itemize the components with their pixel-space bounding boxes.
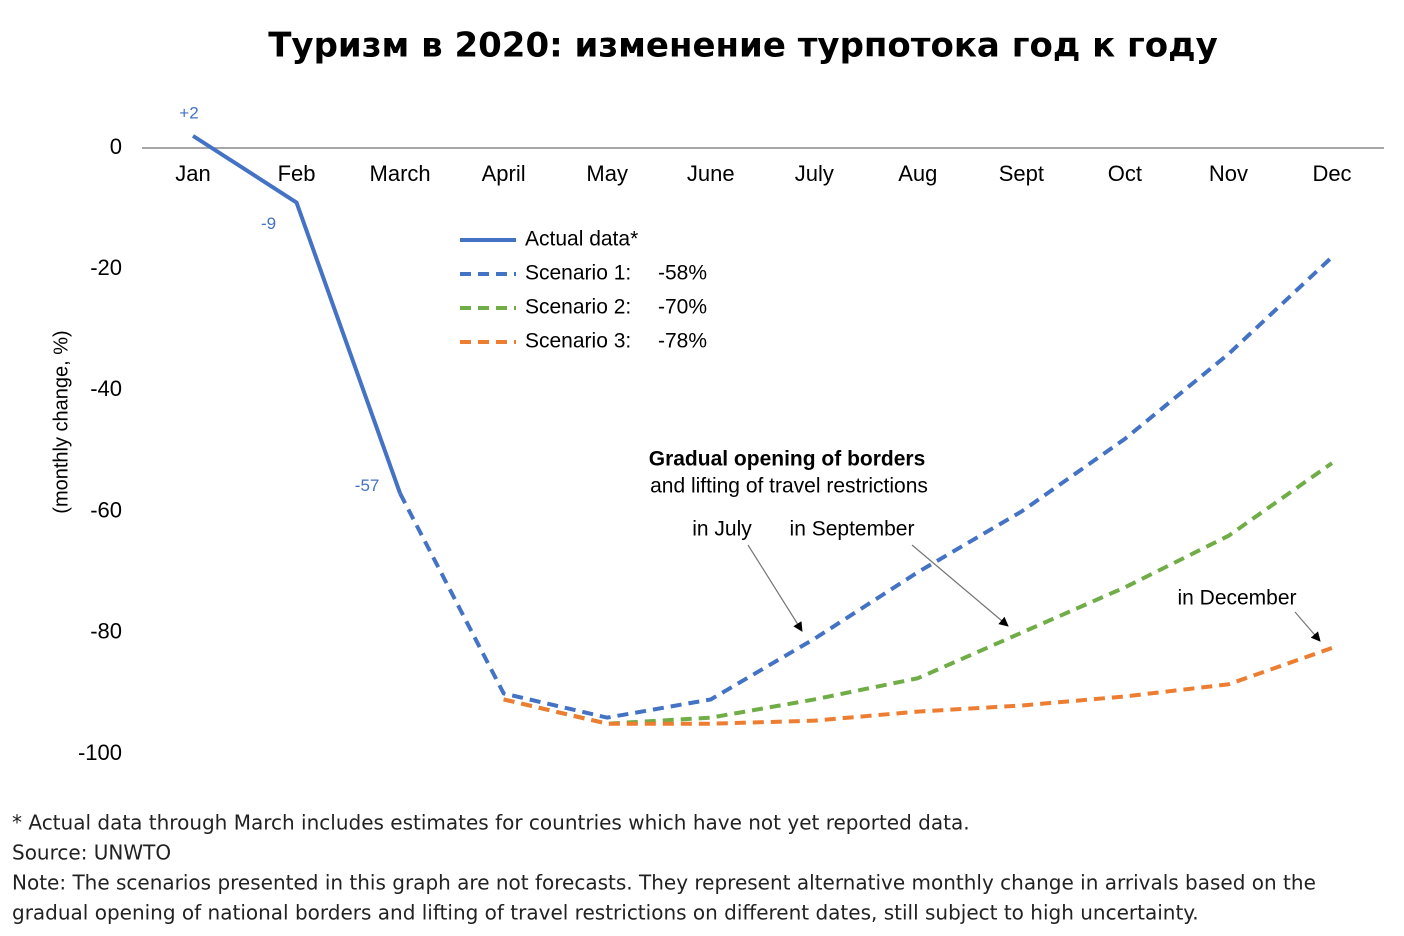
x-tick-label: March — [370, 161, 431, 186]
x-tick-label: June — [687, 161, 735, 186]
footnote: Source: UNWTO — [12, 841, 171, 865]
y-axis-label: (monthly change, %) — [50, 330, 72, 513]
legend-value: -58% — [658, 262, 707, 285]
footnote: Note: The scenarios presented in this gr… — [12, 871, 1316, 895]
annotation: in July — [692, 518, 752, 541]
legend-value: -78% — [658, 330, 707, 353]
y-tick-label: 0 — [110, 134, 122, 159]
x-tick-label: July — [795, 161, 834, 186]
x-tick-label: Oct — [1108, 161, 1142, 186]
x-tick-label: Jan — [175, 161, 210, 186]
x-tick-label: April — [482, 161, 526, 186]
x-tick-label: Dec — [1312, 161, 1351, 186]
x-tick-label: Feb — [278, 161, 316, 186]
annotation: and lifting of travel restrictions — [650, 475, 928, 498]
arrow — [911, 544, 1009, 627]
footnote: * Actual data through March includes est… — [12, 811, 970, 835]
chart-title: Туризм в 2020: изменение турпотока год к… — [268, 26, 1218, 66]
y-tick-label: -40 — [90, 376, 122, 401]
legend-label: Scenario 3: — [525, 330, 631, 353]
series-line — [398, 255, 1334, 720]
annotation: in September — [790, 518, 915, 541]
arrow — [1294, 611, 1321, 642]
series-line — [191, 134, 402, 495]
series-line — [503, 461, 1334, 726]
y-tick-label: -80 — [90, 619, 122, 644]
annotation: in December — [1177, 587, 1296, 610]
series-line — [503, 646, 1333, 726]
data-label: +2 — [179, 103, 198, 122]
y-tick-label: -100 — [78, 740, 122, 765]
legend-value: -70% — [658, 296, 707, 319]
y-tick-label: -60 — [90, 497, 122, 522]
legend-label: Scenario 1: — [525, 262, 631, 285]
footnote: gradual opening of national borders and … — [12, 901, 1199, 925]
x-tick-label: Sept — [999, 161, 1044, 186]
data-label: -57 — [355, 476, 380, 495]
data-label: -9 — [261, 214, 276, 233]
legend-label: Scenario 2: — [525, 296, 631, 319]
x-tick-label: Aug — [898, 161, 937, 186]
x-tick-label: May — [586, 161, 628, 186]
legend-label: Actual data* — [525, 228, 638, 251]
arrow — [747, 544, 803, 632]
x-tick-label: Nov — [1209, 161, 1248, 186]
annotation: Gradual opening of borders — [649, 448, 926, 471]
y-tick-label: -20 — [90, 255, 122, 280]
